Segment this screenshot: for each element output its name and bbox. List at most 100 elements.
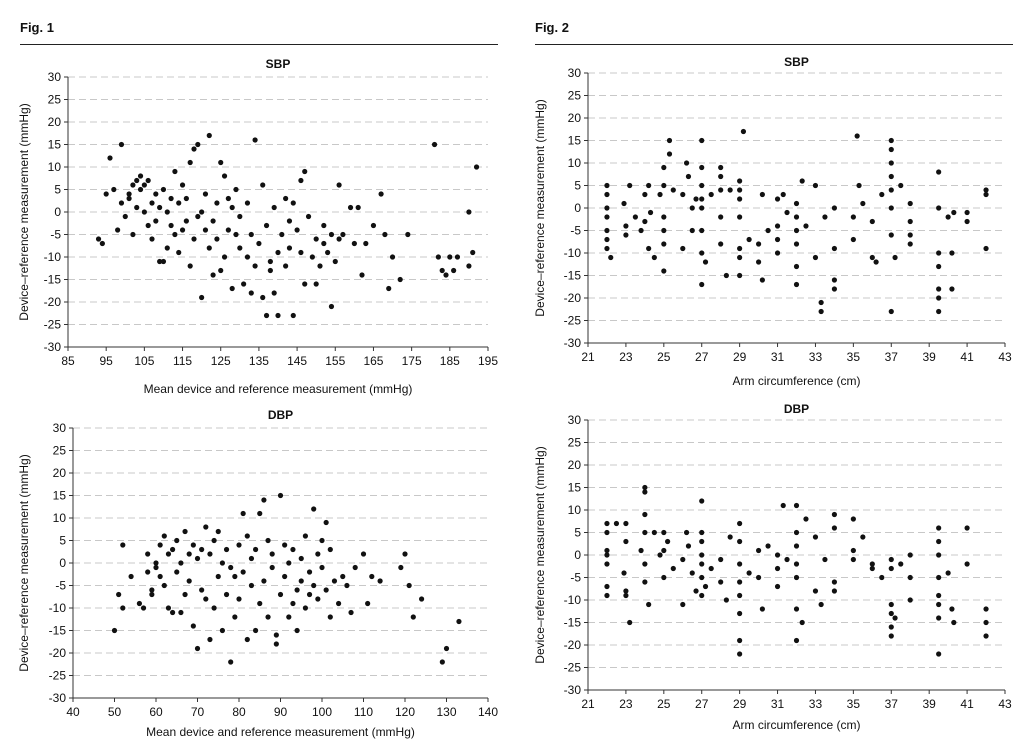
chart3-y-tick-label: 30 (568, 66, 582, 80)
chart1-y-tick-label: -10 (44, 250, 62, 264)
chart2-data-point (140, 605, 147, 611)
chart4-data-point (623, 538, 629, 545)
chart2-data-point (236, 542, 242, 548)
chart4-data-point (670, 565, 676, 572)
chart1-y-axis-label: Device–reference measurement (mmHg) (17, 103, 31, 320)
chart2-x-tick-label: 70 (191, 705, 205, 719)
chart3-data-point (936, 263, 942, 270)
chart4-data-point (642, 579, 648, 585)
chart1-data-point (229, 285, 235, 292)
chart3-data-point (666, 151, 673, 157)
chart2-data-point (311, 506, 317, 512)
chart2-data-point (306, 591, 313, 598)
chart3-data-point (812, 254, 819, 261)
chart4-data-point (737, 610, 743, 617)
chart2-data-point (311, 582, 317, 589)
chart3-data-point (718, 241, 724, 247)
chart4-data-point (661, 529, 667, 536)
chart2-data-point (277, 492, 284, 499)
chart3-data-point (780, 191, 786, 198)
chart1-data-point (118, 200, 125, 206)
chart3-data-point (718, 187, 724, 193)
chart3-x-tick-label: 37 (885, 350, 899, 364)
chart1-data-point (103, 191, 109, 197)
chart3-data-point (951, 209, 957, 216)
chart1-y-tick-label: -5 (50, 228, 61, 242)
chart1-data-point (321, 240, 327, 247)
chart2-data-point (111, 627, 118, 634)
chart1-data-point (271, 290, 277, 296)
chart1-data-point (283, 195, 289, 202)
chart2-data-point (327, 546, 333, 553)
chart3-data-point (983, 187, 989, 193)
chart2-data-point (377, 578, 383, 584)
chart4-data-point (936, 651, 942, 657)
chart1-y-tick-label: 20 (48, 115, 62, 129)
chart3-data-point (936, 286, 942, 292)
chart3-data-point (680, 245, 686, 252)
chart4-data-point (699, 574, 705, 581)
chart3-data-point (964, 209, 970, 216)
chart3-data-point (632, 214, 638, 220)
chart3-data-point (604, 191, 610, 198)
chart4-data-point (964, 561, 970, 567)
chart4-data-point (661, 547, 667, 554)
chart3-x-tick-label: 41 (960, 350, 974, 364)
chart4-x-tick-label: 39 (923, 697, 937, 711)
chart3-data-point (803, 223, 809, 229)
chart1-data-point (153, 191, 159, 197)
chart2-data-point (340, 573, 346, 580)
chart1-data-point (283, 263, 289, 269)
chart2-data-point (207, 551, 213, 557)
chart3-data-point (718, 173, 724, 180)
chart2-data-point (190, 623, 196, 629)
chart3-data-point (945, 214, 951, 220)
chart3-data-point (699, 182, 705, 189)
chart4-data-point (812, 534, 819, 540)
chart4-data-point (983, 619, 989, 626)
chart3-data-point (793, 214, 800, 220)
chart2-data-point (286, 560, 292, 566)
chart2-data-point (157, 573, 163, 580)
chart3-data-point (604, 182, 610, 189)
chart4-data-point (818, 601, 824, 608)
chart2-data-point (211, 537, 217, 544)
chart2-y-tick-label: 15 (53, 489, 67, 503)
chart2-data-point (120, 542, 126, 548)
chart4-data-point (888, 633, 894, 639)
chart3-data-point (699, 205, 705, 211)
chart1-data-point (176, 249, 182, 256)
chart2-x-tick-label: 140 (478, 705, 498, 719)
chart3-y-tick-label: -5 (570, 224, 581, 238)
chart2-y-tick-label: 0 (59, 556, 66, 570)
chart4-data-point (623, 520, 629, 527)
fig2-rule (535, 44, 1013, 45)
chart1-data-point (199, 209, 205, 215)
chart3-data-point (642, 191, 648, 198)
chart2-data-point (315, 596, 321, 602)
chart2-data-point (269, 564, 275, 571)
chart2-y-tick-label: -20 (49, 646, 67, 660)
chart4-data-point (702, 583, 709, 590)
chart2-data-point (236, 596, 242, 602)
chart1-data-point (130, 182, 136, 188)
chart1-data-point (164, 245, 170, 251)
chart2-data-point (369, 573, 375, 580)
chart4-data-point (623, 588, 629, 594)
chart2-data-point (199, 587, 205, 593)
chart2-title: DBP (268, 408, 293, 422)
chart1-data-point (466, 209, 472, 215)
chart2-data-point (290, 600, 296, 607)
chart2-y-tick-label: -30 (49, 691, 67, 705)
chart1-data-point (294, 227, 300, 233)
chart2-data-point (153, 564, 159, 571)
chart4-data-point (723, 597, 729, 603)
chart1-data-point (126, 195, 132, 202)
chart3-data-point (822, 214, 828, 220)
chart1-data-point (176, 200, 182, 206)
chart1-data-point (347, 204, 354, 211)
chart2-data-point (282, 542, 288, 548)
chart4-data-point (850, 547, 856, 554)
chart1-data-point (313, 281, 319, 287)
chart4-data-point (699, 552, 705, 558)
